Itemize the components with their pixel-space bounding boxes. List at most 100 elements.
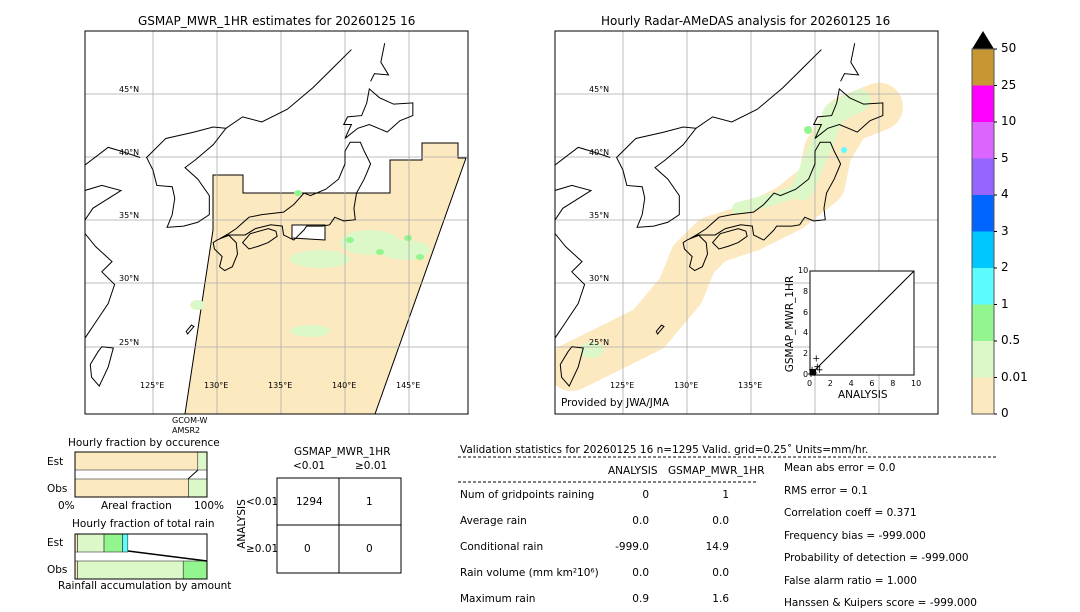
lon-label: 130°E xyxy=(204,381,229,390)
coastline-russia xyxy=(695,49,822,129)
one-to-one-line xyxy=(809,270,915,376)
cell: 0 xyxy=(304,543,311,555)
colorbar-segment xyxy=(972,304,994,341)
lat-label: 30°N xyxy=(589,274,610,283)
col-label: ≥0.01 xyxy=(355,460,388,472)
data-credit: Provided by JWA/JMA xyxy=(561,397,670,409)
coastline-okinawa xyxy=(185,324,195,335)
colorbar-tick-label: 0.5 xyxy=(1001,333,1021,347)
sensor-label: AMSR2 xyxy=(172,426,201,435)
rain-accum-label: Rainfall accumulation by amount xyxy=(58,580,232,592)
lat-label: 40°N xyxy=(589,148,610,157)
rain-amount-bar-segment xyxy=(77,533,105,553)
colorbar-tick-label: 1 xyxy=(1001,296,1009,311)
coastline-hokkaido xyxy=(342,87,414,139)
colorbar-tick-label: 50 xyxy=(1001,41,1017,55)
cell: 1 xyxy=(366,496,373,508)
score-line: Frequency bias = -999.000 xyxy=(784,529,926,542)
colorbar-extend-arrow xyxy=(972,31,994,49)
rain-amount-bar-segment xyxy=(122,533,129,553)
connector-line xyxy=(127,550,208,562)
scatter-y-tick: 4 xyxy=(803,328,809,338)
scatter-x-tick: 4 xyxy=(848,379,854,388)
moderate-rain-cell xyxy=(294,190,302,196)
lat-label: 25°N xyxy=(119,338,140,347)
coastline-korea xyxy=(145,126,227,228)
colorbar-segment xyxy=(972,158,994,195)
colorbar-tick-label: 0.01 xyxy=(1001,369,1028,384)
lon-label: 145°E xyxy=(396,381,421,390)
coastline-japanMain xyxy=(689,141,842,241)
occurrence-bar-segment xyxy=(197,451,208,471)
coastline-china xyxy=(85,146,141,339)
scatter-y-tick: 8 xyxy=(803,286,809,296)
score-line: RMS error = 0.1 xyxy=(784,484,868,497)
left-map-title: GSMAP_MWR_1HR estimates for 20260125 16 xyxy=(138,14,416,28)
coastline-korea xyxy=(615,126,697,228)
lon-label: 130°E xyxy=(674,381,699,390)
coastline-sakhalin xyxy=(840,43,860,82)
occurrence-bar-segment xyxy=(188,478,208,498)
coastline-shikoku xyxy=(711,228,748,250)
colorbar-segment xyxy=(972,195,994,232)
left-map-frame xyxy=(84,30,469,415)
light-rain-area xyxy=(290,250,350,268)
colorbar-segment xyxy=(972,49,994,86)
scatter-x-tick: 10 xyxy=(911,379,922,388)
connector-line xyxy=(187,469,199,480)
cell-hits: 1294 xyxy=(296,496,323,508)
tick-0: 0% xyxy=(58,500,75,512)
stat-analysis-value: 0 xyxy=(642,489,649,501)
right-map-title: Hourly Radar-AMeDAS analysis for 2026012… xyxy=(601,14,891,28)
stats-header: Validation statistics for 20260125 16 n=… xyxy=(460,444,869,456)
coastline-hokkaido xyxy=(812,87,884,139)
colorbar-segment xyxy=(972,341,994,378)
scatter-y-tick: 2 xyxy=(803,349,809,359)
stat-row-label: Conditional rain xyxy=(460,541,544,553)
coastline-taiwan xyxy=(89,346,114,388)
stat-analysis-value: 0.0 xyxy=(632,567,649,579)
row-label: ≥0.01 xyxy=(246,543,279,555)
occurrence-frame xyxy=(74,451,208,498)
colorbar-tick-label: 5 xyxy=(1001,150,1009,165)
colorbar-segment xyxy=(972,377,994,414)
row-label: <0.01 xyxy=(246,496,279,508)
stat-row-label: Maximum rain xyxy=(460,593,536,605)
est-label: Est xyxy=(47,456,64,468)
lon-label: 125°E xyxy=(140,381,165,390)
score-line: Mean abs error = 0.0 xyxy=(784,462,896,474)
light-rain-area xyxy=(290,325,330,337)
stat-row-label: Num of gridpoints raining xyxy=(460,489,595,501)
contingency-title: GSMAP_MWR_1HR xyxy=(294,446,391,458)
lat-label: 45°N xyxy=(119,85,140,94)
coastline-china xyxy=(555,146,611,339)
col-label: <0.01 xyxy=(293,460,326,472)
score-line: False alarm ratio = 1.000 xyxy=(784,574,917,587)
rain-amount-bar-segment xyxy=(182,560,208,580)
coastline-japanMain xyxy=(219,141,372,241)
colorbar-tick-label: 4 xyxy=(1001,187,1009,201)
moderate-rain-cell xyxy=(404,235,412,241)
occurrence-bar-segment xyxy=(74,478,189,498)
coastline-kyushu xyxy=(212,234,238,272)
colorbar-segment xyxy=(972,85,994,122)
coastline-shikoku xyxy=(241,228,278,250)
scatter-xlabel: ANALYSIS xyxy=(838,389,888,401)
obs-label: Obs xyxy=(47,564,68,576)
score-line: Correlation coeff = 0.371 xyxy=(784,507,917,519)
lon-label: 125°E xyxy=(610,381,635,390)
lon-label: 140°E xyxy=(332,381,357,390)
colorbar-tick-label: 0 xyxy=(1001,406,1009,420)
colorbar-tick-label: 25 xyxy=(1001,77,1017,92)
light-rain-area xyxy=(580,342,604,358)
est-label: Est xyxy=(47,537,64,549)
moderate-rain-cell xyxy=(804,126,812,134)
moderate-rain-cell xyxy=(346,237,354,243)
occurrence-bar-segment xyxy=(74,451,199,471)
scatter-y-tick: 6 xyxy=(803,307,809,317)
tick-100: 100% xyxy=(194,500,225,512)
lon-label: 135°E xyxy=(738,381,763,390)
areal-fraction-label: Areal fraction xyxy=(101,500,172,512)
